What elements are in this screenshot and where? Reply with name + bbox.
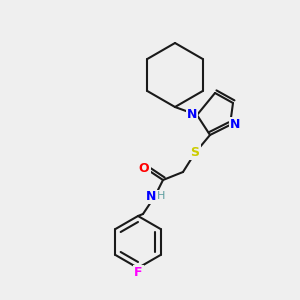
Text: N: N [187, 109, 197, 122]
Text: O: O [139, 161, 149, 175]
Text: N: N [146, 190, 156, 202]
Text: F: F [134, 266, 142, 280]
Text: S: S [190, 146, 200, 158]
Text: H: H [157, 191, 165, 201]
Text: N: N [230, 118, 240, 131]
